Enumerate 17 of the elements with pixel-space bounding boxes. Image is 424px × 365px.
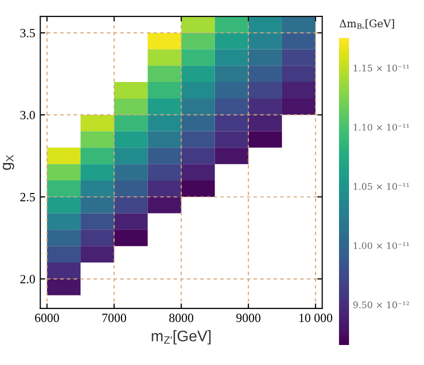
color-bar-label: 9.50 × 10⁻¹² <box>353 301 410 308</box>
y-tick-label: 3.5 <box>20 28 35 38</box>
x-tick-label: 9000 <box>236 314 260 322</box>
color-bar-label: 1.10 × 10⁻¹¹ <box>354 124 409 131</box>
y-tick-label: 2.0 <box>20 274 35 284</box>
x-axis-title: m$_{Z′}$[GeV] <box>152 330 211 344</box>
y-axis-title: g$_{X}$ <box>2 154 14 170</box>
y-tick-label: 2.5 <box>20 192 35 202</box>
x-tick-label: 6000 <box>35 314 60 322</box>
color-bar-label: 1.15 × 10⁻¹¹ <box>354 64 409 72</box>
x-tick-label: 7000 <box>102 314 126 322</box>
color-bar-title: Δm$_{Bₛ}$[GeV] <box>340 19 394 29</box>
color-bar-label: 1.00 × 10⁻¹¹ <box>354 242 409 250</box>
y-tick-label: 3.0 <box>20 110 35 120</box>
x-tick-label: 8000 <box>169 314 194 322</box>
color-bar-label: 1.05 × 10⁻¹¹ <box>354 183 409 190</box>
x-tick-label: 10 000 <box>299 314 332 322</box>
